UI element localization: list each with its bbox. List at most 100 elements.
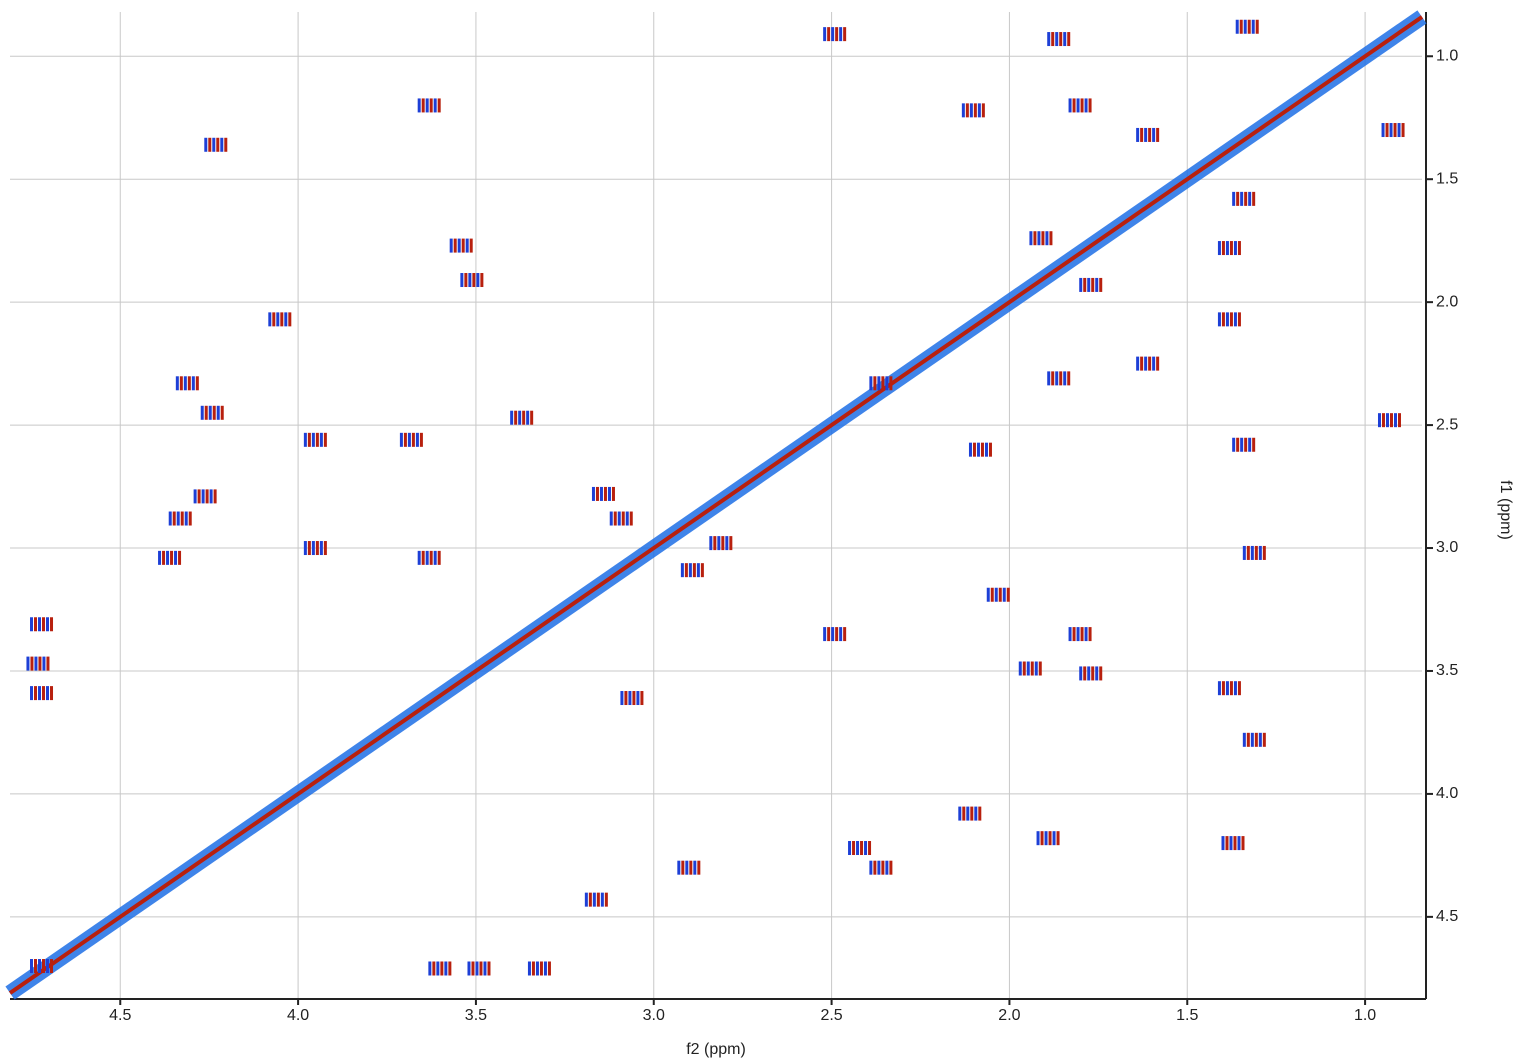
peak-stripe (1239, 19, 1243, 34)
cross-peak (1018, 661, 1042, 676)
peak-stripe (42, 686, 46, 701)
peak-stripe (197, 489, 201, 504)
cross-peak (1232, 437, 1256, 452)
peak-stripe (972, 442, 976, 457)
peak-stripe (34, 656, 38, 671)
peak-stripe (38, 656, 42, 671)
peak-stripe (1041, 231, 1045, 246)
peak-stripe (881, 376, 885, 391)
peak-stripe (518, 410, 522, 425)
peak-stripe (1385, 123, 1389, 138)
peak-stripe (34, 686, 38, 701)
cross-peak (303, 541, 327, 556)
peak-stripe (584, 892, 588, 907)
peak-stripe (30, 686, 34, 701)
peak-stripe (38, 959, 42, 974)
peak-stripe (843, 627, 847, 642)
peak-stripe (976, 442, 980, 457)
peak-stripe (1036, 831, 1040, 846)
peak-stripe (592, 892, 596, 907)
peak-stripe (30, 617, 34, 632)
peak-stripe (624, 691, 628, 706)
peak-stripe (176, 511, 180, 526)
peak-stripe (613, 511, 617, 526)
peak-stripe (848, 841, 852, 856)
peak-stripe (1225, 836, 1229, 851)
peak-stripe (1084, 98, 1088, 113)
peak-stripe (436, 961, 440, 976)
peak-stripe (856, 841, 860, 856)
peak-stripe (969, 103, 973, 118)
peak-stripe (467, 961, 471, 976)
peak-stripe (873, 376, 877, 391)
peak-stripe (284, 312, 288, 327)
cross-peak (1029, 231, 1053, 246)
peak-stripe (680, 563, 684, 578)
peak-stripe (158, 550, 162, 565)
peak-stripe (607, 486, 611, 501)
peak-stripe (1236, 191, 1240, 206)
peak-stripe (539, 961, 543, 976)
peak-stripe (1241, 836, 1245, 851)
peak-stripe (200, 405, 204, 420)
cross-peak (968, 442, 992, 457)
peak-stripe (873, 860, 877, 875)
peak-stripe (425, 98, 429, 113)
peak-stripe (1217, 681, 1221, 696)
peak-stripe (417, 98, 421, 113)
cross-peak (510, 410, 534, 425)
peak-stripe (166, 550, 170, 565)
peak-stripe (514, 410, 518, 425)
peak-stripe (1059, 371, 1063, 386)
peak-stripe (208, 405, 212, 420)
cross-peak (26, 656, 50, 671)
y-tick-label: 4.5 (1436, 908, 1458, 925)
peak-stripe (977, 103, 981, 118)
peak-stripe (869, 376, 873, 391)
peak-stripe (1088, 627, 1092, 642)
peak-stripe (204, 137, 208, 152)
x-tick-label: 1.0 (1354, 1007, 1376, 1024)
peak-stripe (457, 238, 461, 253)
peak-stripe (1083, 666, 1087, 681)
cross-peak (1136, 127, 1160, 142)
peak-stripe (596, 892, 600, 907)
peak-stripe (1051, 371, 1055, 386)
peak-stripe (1079, 277, 1083, 292)
x-tick-label: 4.5 (109, 1007, 131, 1024)
cross-peak (1217, 241, 1241, 256)
cross-peak (30, 959, 54, 974)
x-tick-label: 2.5 (820, 1007, 842, 1024)
cross-peak (848, 841, 872, 856)
peak-stripe (535, 961, 539, 976)
cross-peak (1217, 681, 1241, 696)
cross-peak (460, 273, 484, 288)
peak-stripe (479, 961, 483, 976)
peak-stripe (1045, 231, 1049, 246)
peak-stripe (1237, 681, 1241, 696)
peak-stripe (1091, 277, 1095, 292)
y-tick-label: 1.0 (1436, 47, 1458, 64)
cross-peak (591, 486, 615, 501)
peak-stripe (685, 860, 689, 875)
x-tick-label: 2.0 (998, 1007, 1020, 1024)
peak-stripe (444, 961, 448, 976)
peak-stripe (877, 860, 881, 875)
peak-stripe (449, 238, 453, 253)
peak-stripe (1148, 356, 1152, 371)
cross-peak (200, 405, 224, 420)
peak-stripe (1091, 666, 1095, 681)
peak-stripe (1136, 127, 1140, 142)
peak-stripe (889, 860, 893, 875)
peak-stripe (461, 238, 465, 253)
peak-stripe (1381, 123, 1385, 138)
peak-stripe (1072, 627, 1076, 642)
peak-stripe (311, 541, 315, 556)
peak-stripe (1247, 19, 1251, 34)
peak-stripe (1237, 836, 1241, 851)
peak-stripe (421, 550, 425, 565)
peak-stripe (1044, 831, 1048, 846)
peak-stripe (968, 442, 972, 457)
peak-stripe (280, 312, 284, 327)
peak-stripe (1047, 32, 1051, 47)
